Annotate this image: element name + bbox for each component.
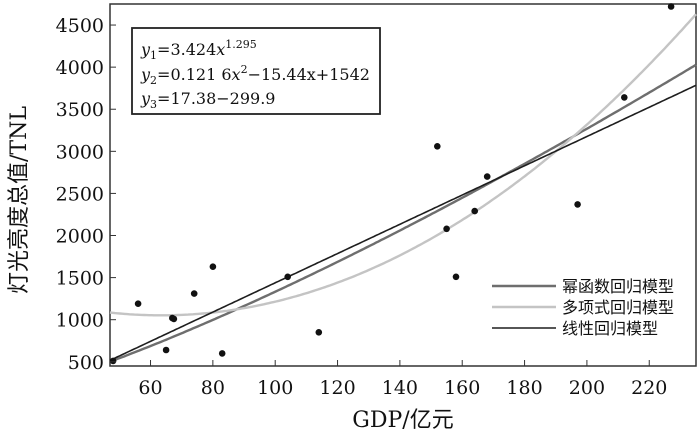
legend: 幂函数回归模型 多项式回归模型 线性回归模型 — [492, 277, 674, 338]
equation-box: y1=3.424x1.295 y2=0.121 6x2−15.44x+1542 … — [131, 27, 381, 115]
y-axis-label: 灯光亮度总值/TNL — [7, 106, 33, 294]
data-point — [315, 329, 323, 336]
y-axis-ticks: 500 1000 1500 2000 2500 3000 3500 4000 4500 — [56, 15, 116, 374]
y-axis-label-wrap: 灯光亮度总值/TNL — [2, 0, 32, 400]
data-point — [434, 143, 441, 150]
equation-1: y1=3.424x1.295 — [140, 38, 257, 62]
regression-curves — [109, 13, 697, 363]
data-point — [284, 273, 292, 281]
data-point — [667, 3, 675, 10]
x-tick-label: 180 — [506, 377, 542, 399]
data-point — [170, 315, 178, 323]
y-tick-label: 2500 — [56, 183, 104, 205]
curve-power — [109, 63, 697, 363]
x-axis-ticks: 60 80 100 120 140 160 180 200 220 — [138, 360, 667, 399]
equation-2: y2=0.121 6x2−15.44x+1542 — [140, 63, 370, 87]
data-point — [190, 290, 198, 297]
x-tick-label: 200 — [569, 377, 605, 399]
plot-frame — [109, 3, 697, 367]
equation-box-frame — [131, 27, 381, 115]
data-point — [162, 346, 170, 354]
y-tick-label: 4000 — [56, 57, 104, 79]
curve-poly2 — [109, 13, 697, 317]
y-tick-label: 2000 — [56, 226, 104, 248]
data-point — [134, 300, 142, 308]
x-tick-label: 120 — [319, 377, 355, 399]
data-point — [109, 357, 117, 365]
data-point — [574, 201, 581, 208]
data-point — [471, 207, 479, 215]
legend-label-power: 幂函数回归模型 — [562, 277, 674, 296]
y-tick-label: 3500 — [56, 99, 104, 121]
data-point — [483, 173, 491, 180]
x-tick-label: 100 — [257, 377, 293, 399]
y-tick-label: 500 — [68, 352, 104, 374]
curve-linear — [109, 84, 697, 362]
data-point — [443, 225, 450, 233]
data-point — [209, 263, 217, 271]
legend-label-poly: 多项式回归模型 — [562, 298, 674, 317]
data-points — [109, 3, 675, 365]
y-tick-label: 3000 — [56, 141, 104, 163]
data-point — [452, 273, 460, 281]
x-tick-label: 60 — [138, 377, 162, 399]
legend-label-linear: 线性回归模型 — [562, 319, 658, 338]
x-tick-label: 160 — [444, 377, 480, 399]
data-point — [218, 350, 226, 357]
x-tick-label: 80 — [201, 377, 225, 399]
y-tick-label: 4500 — [56, 15, 104, 37]
y-tick-label: 1500 — [56, 268, 104, 290]
equation-3: y3=17.38−299.9 — [140, 89, 275, 111]
x-tick-label: 220 — [631, 377, 667, 399]
data-point — [621, 94, 628, 101]
x-axis-label: GDP/亿元 — [352, 408, 454, 433]
x-tick-label: 140 — [382, 377, 418, 399]
y-tick-label: 1000 — [56, 310, 104, 332]
